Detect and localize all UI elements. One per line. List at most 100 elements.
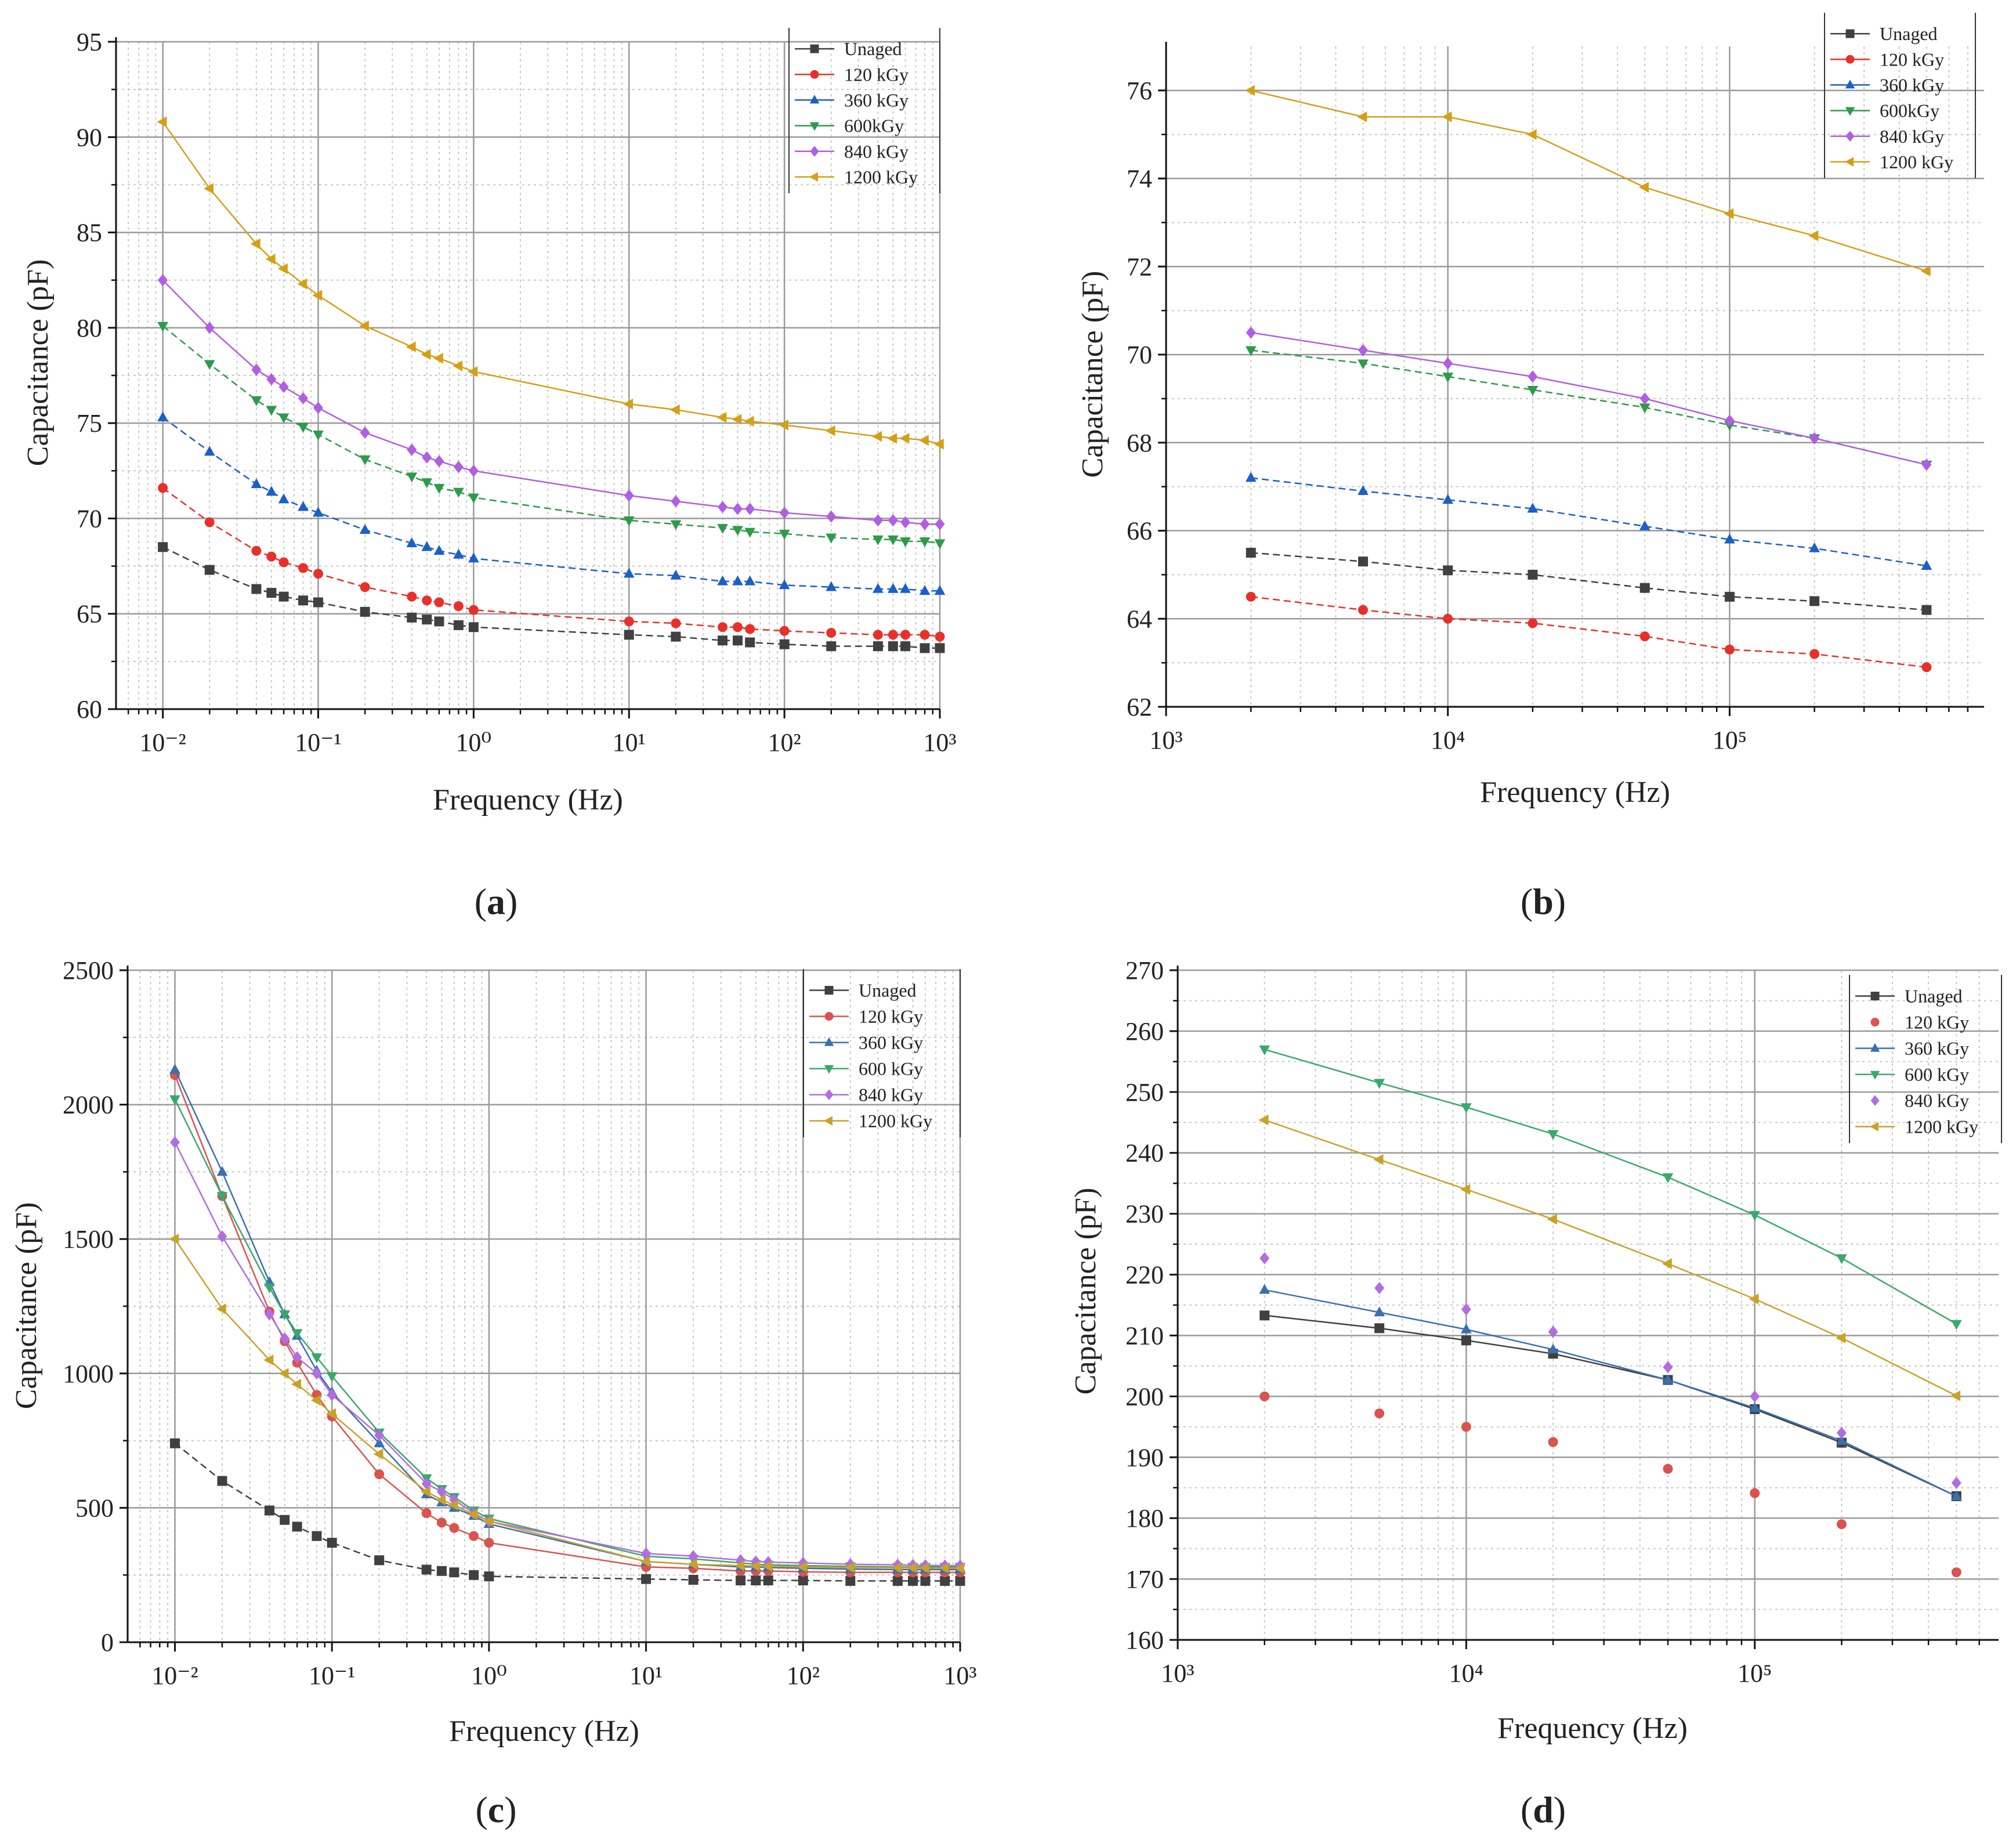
legend-label: 120 kGy xyxy=(859,1006,923,1027)
panel-b-ticks: 62 64 66 68 70 72 74 76 10³ 10⁴ 10⁵ xyxy=(1127,77,1969,754)
data-point xyxy=(298,392,309,405)
legend-marker xyxy=(1870,1043,1880,1052)
data-point xyxy=(278,381,289,393)
data-point xyxy=(325,1408,336,1419)
data-point xyxy=(873,641,883,652)
legend-item: 600 kGy xyxy=(809,1058,923,1079)
data-point xyxy=(640,1556,650,1567)
data-point xyxy=(297,278,307,290)
legend-label: 600kGy xyxy=(844,115,904,136)
data-point xyxy=(278,591,289,602)
data-point xyxy=(1461,1303,1471,1316)
data-point xyxy=(908,1575,918,1586)
data-point xyxy=(920,643,930,653)
data-point xyxy=(826,581,837,591)
data-point xyxy=(453,601,464,612)
data-point xyxy=(920,1575,931,1586)
data-point xyxy=(892,1575,903,1586)
data-point xyxy=(718,501,728,514)
data-point xyxy=(250,238,260,250)
data-point xyxy=(872,431,882,442)
series-unaged xyxy=(169,1438,965,1586)
y-tick-label: 64 xyxy=(1127,605,1152,633)
data-point xyxy=(750,1560,760,1572)
data-point xyxy=(1809,649,1820,659)
data-point xyxy=(359,320,369,331)
data-point xyxy=(933,438,944,450)
data-point xyxy=(1461,1422,1471,1432)
y-tick-label: 72 xyxy=(1127,252,1152,281)
legend-marker xyxy=(810,70,819,79)
data-point xyxy=(844,1562,855,1573)
data-point xyxy=(934,539,946,550)
data-point xyxy=(669,404,680,415)
legend-item: 1200 kGy xyxy=(1830,151,1953,172)
data-point xyxy=(313,569,324,579)
data-point xyxy=(1358,485,1369,496)
legend-marker xyxy=(810,146,819,157)
legend-marker xyxy=(1845,79,1855,89)
y-tick-label: 70 xyxy=(1127,341,1152,369)
series-840-kgy xyxy=(1246,326,1932,471)
legend-marker xyxy=(824,1089,834,1100)
data-point xyxy=(204,321,215,334)
data-point xyxy=(1547,1130,1559,1140)
data-point xyxy=(449,1523,459,1533)
data-point xyxy=(744,527,756,538)
data-point xyxy=(1259,1045,1271,1056)
legend-label: 840 kGy xyxy=(1880,126,1944,147)
data-point xyxy=(204,360,215,370)
panel-c-xlabel: Frequency (Hz) xyxy=(449,1715,639,1748)
data-point xyxy=(453,620,464,630)
legend-item: 1200 kGy xyxy=(1855,1116,1978,1137)
legend-label: 600 kGy xyxy=(1905,1064,1969,1085)
data-point xyxy=(1836,1332,1846,1344)
data-point xyxy=(718,635,728,646)
data-point xyxy=(327,1538,337,1548)
data-point xyxy=(935,631,945,642)
data-point xyxy=(422,615,432,625)
data-point xyxy=(1639,583,1650,593)
data-point xyxy=(687,1559,697,1570)
y-tick-label: 0 xyxy=(101,1628,114,1657)
data-point xyxy=(623,568,635,578)
series-unaged xyxy=(1246,547,1932,615)
data-point xyxy=(954,1563,964,1574)
data-point xyxy=(359,455,371,465)
data-point xyxy=(826,641,837,652)
data-point xyxy=(732,622,743,633)
data-point xyxy=(1374,1282,1385,1295)
data-point xyxy=(1548,1325,1558,1338)
data-point xyxy=(745,637,755,648)
x-tick-label: 10⁵ xyxy=(1713,726,1747,754)
x-tick-label: 10⁻² xyxy=(151,1661,198,1690)
data-point xyxy=(469,1531,479,1541)
panel-a-ylabel: Capacitance (pF) xyxy=(21,259,55,467)
legend-marker xyxy=(1870,1018,1880,1027)
legend-item: 360 kGy xyxy=(1855,1038,1969,1059)
data-point xyxy=(1836,1254,1847,1264)
series-600kgy xyxy=(157,321,946,550)
data-point xyxy=(1245,472,1257,482)
data-point xyxy=(1374,1408,1385,1419)
series-line xyxy=(1264,1289,1957,1497)
panel-b-ylabel: Capacitance (pF) xyxy=(1076,271,1109,478)
data-point xyxy=(1527,503,1539,513)
y-tick-label: 270 xyxy=(1125,956,1164,985)
data-point xyxy=(169,1095,180,1105)
data-point xyxy=(453,461,464,474)
legend-marker xyxy=(1845,107,1855,116)
data-point xyxy=(421,478,433,489)
data-point xyxy=(779,639,790,649)
series-1200-kgy xyxy=(169,1233,964,1574)
data-point xyxy=(298,563,309,573)
data-point xyxy=(157,116,167,128)
data-point xyxy=(251,363,262,376)
y-tick-label: 210 xyxy=(1125,1321,1164,1350)
legend-marker xyxy=(1870,1071,1880,1080)
data-point xyxy=(468,605,479,615)
data-point xyxy=(919,1562,929,1574)
data-point xyxy=(278,1368,289,1379)
data-point xyxy=(671,495,681,508)
data-point xyxy=(826,510,837,523)
